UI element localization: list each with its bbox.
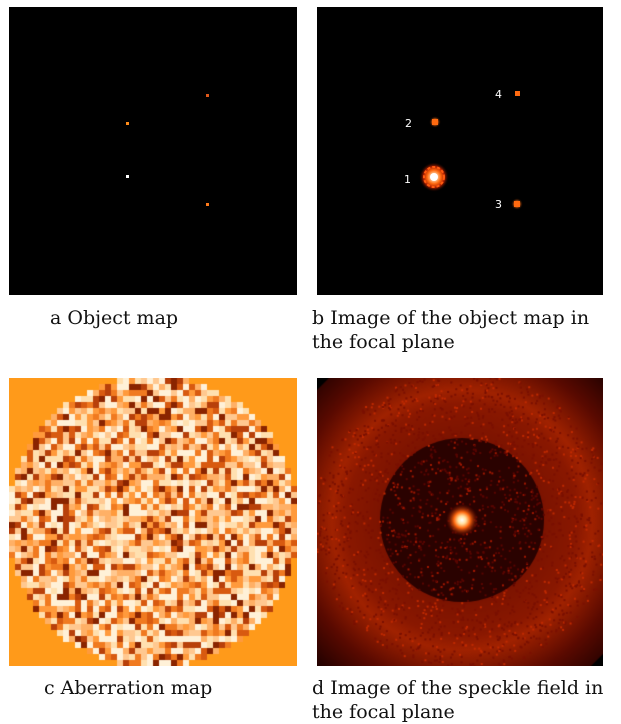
focal-plane-image: 1 2 3 4 (317, 7, 603, 295)
object-map-image (9, 7, 297, 295)
star-label-4: 4 (495, 88, 502, 101)
caption-d: d Image of the speckle field in the foca… (312, 677, 604, 723)
star-label-3: 3 (495, 198, 502, 211)
star-4 (515, 91, 520, 96)
caption-c: c Aberration map (44, 677, 213, 699)
star-1 (419, 162, 449, 192)
speckle-field-panel (317, 378, 603, 666)
caption-a: a Object map (50, 307, 179, 329)
star-label-2: 2 (405, 117, 412, 130)
star-3 (511, 198, 523, 210)
object-point-1 (126, 175, 129, 178)
aberration-map-panel (9, 378, 297, 666)
star-label-1: 1 (404, 173, 411, 186)
star-2 (429, 116, 441, 128)
object-point-2 (126, 122, 129, 125)
object-point-3 (206, 203, 209, 206)
speckle-field-image (317, 378, 603, 666)
caption-b: b Image of the object map in the focal p… (312, 307, 590, 353)
object-map-panel (9, 7, 297, 295)
focal-plane-image-panel: 1 2 3 4 (317, 7, 603, 295)
object-point-4 (206, 94, 209, 97)
aberration-map-image (9, 378, 297, 666)
